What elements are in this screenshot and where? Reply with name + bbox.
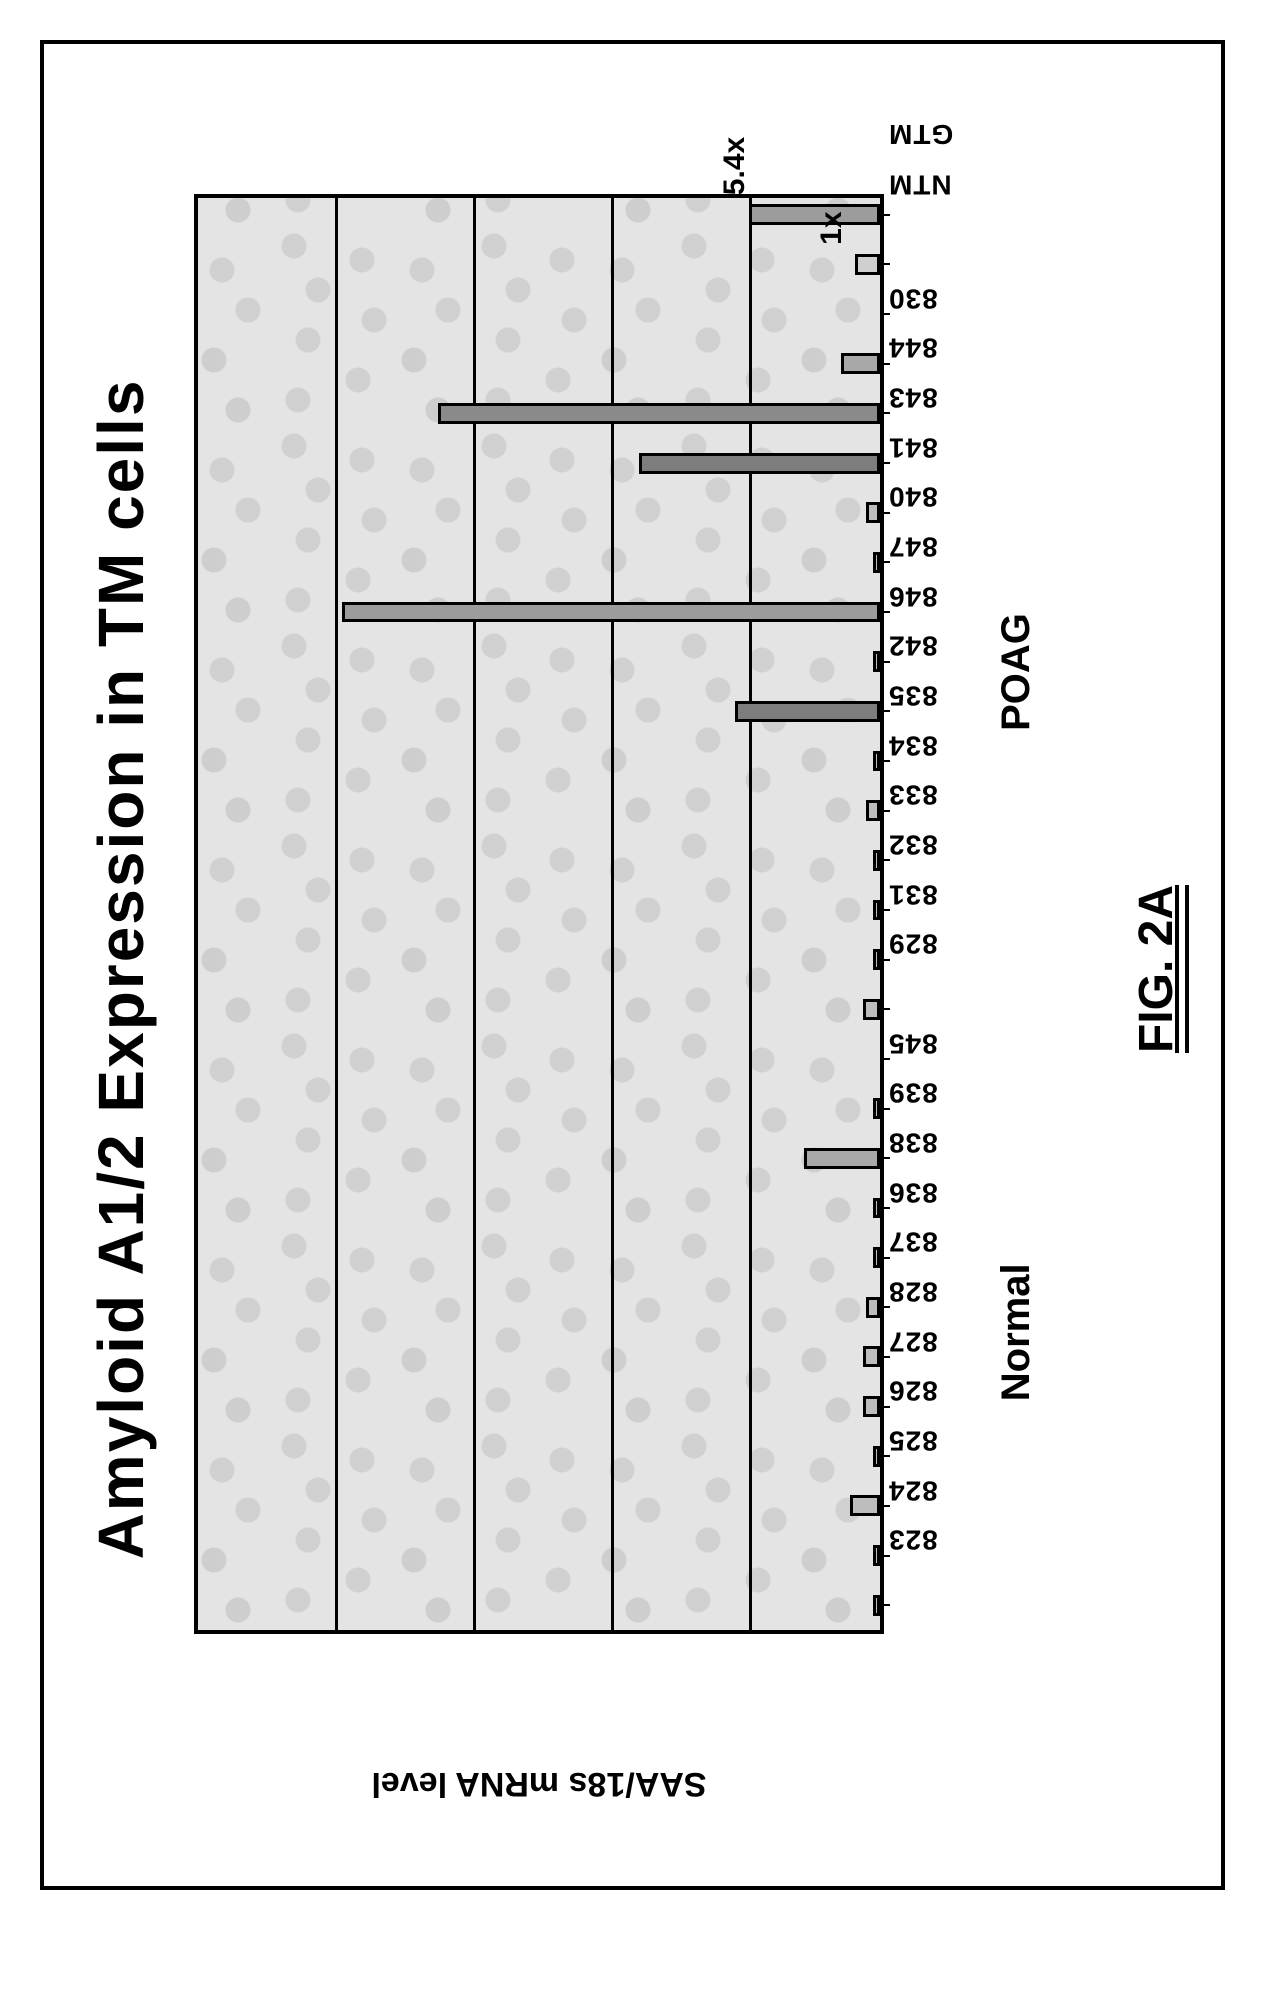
page-frame: Amyloid A1/2 Expression in TM cells SAA/… [40,40,1225,1890]
x-tick [880,1207,890,1209]
y-axis-label-text: SAA/18s mRNA level [371,1764,706,1803]
x-category-label: 847 [888,530,938,562]
x-category-label: 831 [888,878,938,910]
bar [873,651,880,672]
bar [873,850,880,871]
value-annotation: 1x [815,211,849,244]
x-tick [880,1306,890,1308]
x-category-label: 824 [888,1474,938,1506]
bar [342,602,880,623]
x-tick [880,1108,890,1110]
x-category-label: 826 [888,1375,938,1407]
bar [866,502,880,523]
bar [873,1098,880,1119]
x-category-label: 846 [888,580,938,612]
x-tick [880,561,890,563]
x-tick [880,710,890,712]
y-axis-label: SAA/18s mRNA level [194,1724,884,1764]
x-tick [880,661,890,663]
bar [873,949,880,970]
bar [866,800,880,821]
x-category-label: 827 [888,1325,938,1357]
x-category-label: 839 [888,1077,938,1109]
chart-title: Amyloid A1/2 Expression in TM cells [84,44,158,1894]
x-tick [880,1406,890,1408]
bar [735,701,880,722]
x-category-label: 837 [888,1226,938,1258]
x-tick [880,1505,890,1507]
bar [804,1148,880,1169]
x-tick [880,760,890,762]
x-category-label: 836 [888,1176,938,1208]
value-annotation: 5.4x [718,137,752,195]
gridline [335,198,338,1630]
x-category-label: 832 [888,828,938,860]
x-tick [880,1257,890,1259]
x-category-label: NTM [888,169,952,201]
bar [863,1396,880,1417]
x-tick [880,214,890,216]
x-category-label: 835 [888,679,938,711]
x-tick [880,1157,890,1159]
x-category-label: 845 [888,1027,938,1059]
rotated-figure: Amyloid A1/2 Expression in TM cells SAA/… [44,44,1229,1894]
x-tick [880,1356,890,1358]
x-category-label: 828 [888,1275,938,1307]
x-tick [880,462,890,464]
x-category-label: 840 [888,481,938,513]
x-category-label: 838 [888,1126,938,1158]
x-tick [880,611,890,613]
bar [873,1198,880,1219]
bar [863,1346,880,1367]
group-label: POAG [994,613,1039,731]
figure-caption: FIG. 2A [1129,44,1184,1894]
x-tick [880,1604,890,1606]
x-category-label: 842 [888,630,938,662]
bar [873,1545,880,1566]
group-label: Normal [994,1263,1039,1401]
bar [873,552,880,573]
bar [438,403,880,424]
bar [855,254,880,275]
x-category-label: 825 [888,1424,938,1456]
bar [866,1297,880,1318]
bar [873,751,880,772]
x-category-label: 843 [888,381,938,413]
x-tick [880,263,890,265]
x-category-label: 830 [888,282,938,314]
x-category-label: 829 [888,928,938,960]
x-category-label: 833 [888,779,938,811]
x-category-label: 844 [888,332,938,364]
x-tick [880,959,890,961]
x-category-label: GTM [888,118,953,150]
plot-area: 8238248258268278288378368388398458298318… [194,194,884,1634]
x-category-label: 823 [888,1523,938,1555]
x-tick [880,363,890,365]
bar [841,353,880,374]
bar [873,900,880,921]
x-tick [880,909,890,911]
bar [863,999,880,1020]
bar [850,1495,880,1516]
x-tick [880,810,890,812]
x-category-label: 834 [888,729,938,761]
x-tick [880,1555,890,1557]
x-category-label: 841 [888,431,938,463]
x-tick [880,512,890,514]
bar [873,1595,880,1616]
bar [639,453,881,474]
figure-caption-text: FIG. 2A [1130,885,1189,1053]
bar [873,1446,880,1467]
x-tick [880,412,890,414]
x-tick [880,1455,890,1457]
x-tick [880,859,890,861]
x-tick [880,1008,890,1010]
x-tick [880,313,890,315]
x-tick [880,1058,890,1060]
bar [873,1247,880,1268]
